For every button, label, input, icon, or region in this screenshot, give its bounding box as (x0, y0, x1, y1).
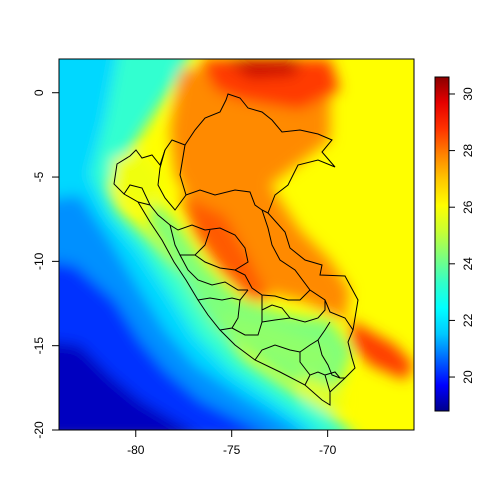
boundary-puno (317, 339, 345, 379)
colorbar-frame (434, 76, 450, 412)
y-tick-label: -15 (32, 337, 46, 355)
region-boundaries (113, 93, 359, 406)
x-tick-label: -75 (223, 443, 241, 457)
boundary-central-2 (234, 269, 311, 301)
boundary-northcoast (123, 184, 151, 206)
country-outline (113, 93, 359, 406)
y-tick-label: -20 (32, 421, 46, 439)
boundary-apurimac (261, 304, 291, 319)
boundary-north-2 (157, 149, 187, 211)
northern-coast-yellow (112, 150, 160, 205)
y-tick-label: -10 (32, 252, 46, 270)
colorbar-tick-label: 30 (461, 87, 475, 101)
colorbar-tick-label: 24 (461, 257, 475, 271)
andes-light-green-core (215, 310, 335, 375)
boundary-ancash (169, 224, 211, 256)
ocean-deep-blue-band (59, 342, 190, 430)
southeast-red-patch (350, 320, 414, 380)
boundary-moquegua (299, 352, 331, 393)
boundary-lima-south (197, 289, 249, 301)
colorbar-ticks: 20 22 24 26 28 30 (449, 87, 475, 384)
colorbar-tick-label: 22 (461, 313, 475, 327)
northern-dark-red-hotspot (225, 59, 300, 78)
boundary-huanuco (194, 227, 249, 271)
boundary-cusco (261, 300, 326, 323)
southern-coast-yellow (300, 375, 345, 415)
amazon-orange-region (170, 60, 350, 320)
colorbar-gradient (435, 77, 449, 411)
colorbar-tick-label: 28 (461, 144, 475, 158)
northern-red-region (200, 59, 340, 110)
colorbar: 20 22 24 26 28 30 (434, 76, 475, 412)
boundary-central-1 (179, 254, 248, 291)
boundary-north-1 (179, 144, 269, 214)
boundary-ucayali (261, 209, 354, 331)
x-axis: -80 -75 -70 (127, 429, 337, 457)
colorbar-tick-label: 20 (461, 370, 475, 384)
boundary-tacna (324, 371, 341, 379)
y-tick-label: 0 (32, 89, 46, 96)
boundary-ica-huanca (219, 295, 263, 336)
x-tick-label: -70 (319, 443, 337, 457)
y-axis: 0 -5 -10 -15 -20 (32, 89, 60, 439)
colorbar-tick-label: 26 (461, 200, 475, 214)
central-orange-strip (180, 195, 270, 300)
x-tick-label: -80 (127, 443, 145, 457)
heatmap-raster (59, 59, 414, 430)
y-tick-label: -5 (32, 171, 46, 182)
